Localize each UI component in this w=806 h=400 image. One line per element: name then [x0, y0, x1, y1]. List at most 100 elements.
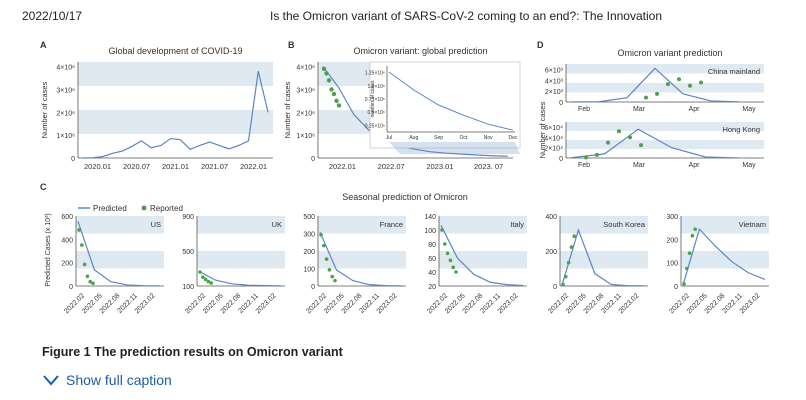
panel-d-reported-point	[644, 95, 648, 100]
panel-d-x-tick-label: Feb	[578, 106, 590, 113]
panel-c-reported-point	[209, 281, 213, 285]
panel-d-x-tick-label: Mar	[633, 162, 646, 169]
panel-c-country-label: US	[151, 220, 161, 229]
panel-c-predicted-line	[198, 270, 282, 287]
panel-c-0-band	[76, 251, 164, 269]
panel-c-reported-point	[85, 274, 90, 279]
panel-c-predicted-line	[561, 228, 645, 287]
panel-label-c: C	[40, 182, 47, 192]
header-date: 2022/10/17	[22, 9, 83, 23]
panel-b-reported-point	[324, 71, 329, 76]
panel-d-predicted-line	[570, 67, 740, 103]
panel-c-y-tick-label: 0	[553, 284, 557, 291]
panel-a-y-tick-label: 3×10⁶	[56, 87, 75, 94]
panel-c-reported-point	[77, 228, 81, 232]
panel-d-1-y-tick-label: 6×10⁴	[544, 125, 563, 132]
panel-b-y-tick-label: 0	[311, 156, 315, 163]
panel-d-1-band	[566, 122, 764, 131]
panel-c-y-tick-label: 100	[182, 284, 194, 291]
panel-b-y-tick-label: 1×10⁶	[296, 133, 315, 140]
panel-d-reported-point	[628, 135, 632, 140]
panel-d-x-tick-label: Apr	[689, 106, 701, 113]
panel-b-y-tick-label: 3×10⁶	[296, 87, 315, 94]
panel-c-reported-point	[566, 260, 571, 265]
panel-c-5-band	[681, 216, 769, 234]
panel-d-0-y-tick-label: 6×10³	[545, 67, 564, 74]
panel-a-title: Global development of COVID-19	[108, 46, 242, 56]
panel-b-reported-point	[331, 91, 337, 97]
panel-c-reported-point	[454, 270, 458, 274]
panel-b-reported-point	[336, 103, 342, 108]
panel-d-0-y-tick-label: 2×10³	[545, 89, 564, 96]
panel-c-reported-point	[82, 262, 87, 267]
panel-c-reported-point	[569, 245, 574, 249]
panel-b-inset-y-tick-label: 0.25×10⁶	[365, 123, 385, 129]
legend-reported-label: Reported	[150, 204, 183, 213]
panel-a-band	[78, 110, 273, 134]
panel-c-y-tick-label: 600	[61, 214, 73, 221]
panel-c-reported-point	[324, 257, 329, 261]
panel-c-country-label: UK	[272, 220, 282, 229]
show-full-caption-label: Show full caption	[66, 372, 172, 388]
panel-d-x-tick-label: May	[742, 162, 756, 169]
show-full-caption-link[interactable]: Show full caption	[42, 372, 172, 388]
panel-c-reported-point	[91, 281, 95, 286]
panel-d-x-tick-label: Apr	[689, 162, 701, 169]
panel-b-x-tick-label: 2023. 07	[474, 162, 503, 171]
panel-b-reported-point	[334, 98, 339, 104]
panel-b-inset-ylabel: number of cases	[370, 80, 376, 117]
panel-c-reported-point	[440, 228, 444, 232]
panel-c-y-tick-label: 100	[303, 267, 315, 274]
panel-d-region-label: Hong Kong	[722, 125, 760, 134]
panel-a-series-line	[82, 71, 269, 159]
panel-c-3-band	[439, 251, 527, 269]
panel-d-x-tick-label: Mar	[633, 106, 646, 113]
panel-c-y-tick-label: 200	[61, 261, 73, 268]
panel-c-y-tick-label: 200	[666, 237, 678, 244]
panel-c-y-tick-label: 200	[303, 249, 315, 256]
panel-c-2-band	[318, 216, 406, 234]
panel-c-reported-point	[572, 234, 576, 239]
panel-c-reported-point	[330, 274, 335, 279]
panel-c-reported-point	[322, 243, 326, 248]
panel-c-reported-point	[201, 275, 205, 279]
page-title: Is the Omicron variant of SARS-CoV-2 com…	[270, 9, 662, 23]
panel-d-0-y-tick-label: 4×10³	[545, 78, 564, 85]
panel-c-predicted-line	[682, 227, 766, 286]
panel-b-x-tick-label: 2023.01	[426, 162, 453, 171]
panel-b-reported-point	[326, 78, 332, 83]
panel-b-inset-x-tick-label: Nov	[484, 135, 493, 141]
panel-c-reported-point	[80, 243, 84, 247]
panel-c-y-tick-label: 500	[182, 249, 194, 256]
panel-c-country-label: South Korea	[603, 220, 646, 229]
panel-c-reported-point	[685, 266, 689, 271]
panel-c-2-band	[318, 251, 406, 269]
panel-b-y-tick-label: 4×10⁶	[296, 65, 315, 72]
panel-b-ylabel: Number of cases	[283, 81, 292, 138]
panel-d-region-label: China mainland	[708, 67, 760, 76]
panel-d-0-y-tick-label: 0	[559, 100, 563, 107]
panel-a-x-tick-label: 2021.07	[201, 162, 228, 171]
panel-c-reported-point	[206, 279, 211, 284]
panel-a-x-tick-label: 2020.01	[84, 162, 111, 171]
panel-b-inset-x-tick-label: Oct	[460, 135, 468, 141]
panel-c-y-tick-label: 40	[428, 270, 436, 277]
panel-b-title: Omicron variant: global prediction	[353, 46, 487, 56]
panel-c-y-tick-label: 60	[428, 256, 436, 263]
panel-c-predicted-line	[440, 225, 524, 287]
panel-c-y-tick-label: 400	[61, 237, 73, 244]
panel-d-predicted-line	[570, 128, 740, 159]
panel-c-y-tick-label: 200	[545, 249, 557, 256]
panel-d-1-y-tick-label: 2×10⁴	[544, 146, 563, 153]
panel-c-y-tick-label: 0	[69, 284, 73, 291]
panel-c-country-label: France	[380, 220, 403, 229]
panel-label-d: D	[537, 40, 544, 50]
panel-c-y-tick-label: 300	[303, 232, 315, 239]
chevron-down-icon	[43, 375, 59, 386]
panel-c-y-tick-label: 300	[666, 214, 678, 221]
panel-a-x-tick-label: 2022.01	[240, 162, 267, 171]
panel-c-reported-point	[198, 270, 202, 274]
legend-predicted-label: Predicted	[93, 204, 127, 213]
panel-label-a: A	[40, 40, 47, 50]
panel-d-reported-point	[677, 77, 681, 82]
